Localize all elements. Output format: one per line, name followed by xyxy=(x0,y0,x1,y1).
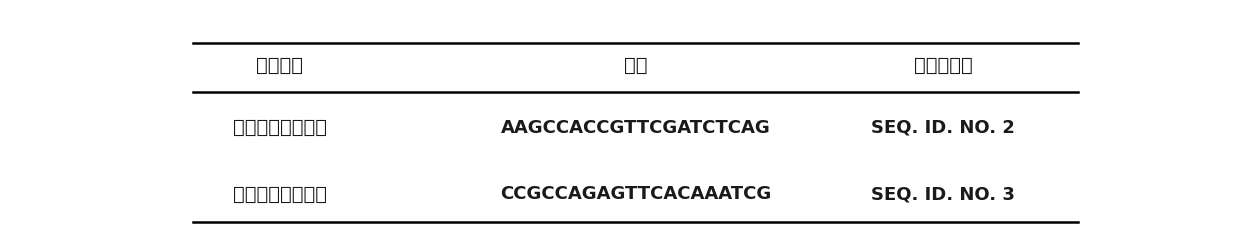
Text: SEQ. ID. NO. 2: SEQ. ID. NO. 2 xyxy=(870,118,1016,136)
Text: 插入缺失上游引物: 插入缺失上游引物 xyxy=(233,118,327,137)
Text: 序列表编号: 序列表编号 xyxy=(914,56,972,75)
Text: SEQ. ID. NO. 3: SEQ. ID. NO. 3 xyxy=(870,184,1016,202)
Text: AAGCCACCGTTCGATCTCAG: AAGCCACCGTTCGATCTCAG xyxy=(501,118,770,136)
Text: 插入缺失下游引物: 插入缺失下游引物 xyxy=(233,184,327,203)
Text: 序列: 序列 xyxy=(624,56,647,75)
Text: 引物名称: 引物名称 xyxy=(257,56,304,75)
Text: CCGCCAGAGTTCACAAATCG: CCGCCAGAGTTCACAAATCG xyxy=(500,184,771,202)
